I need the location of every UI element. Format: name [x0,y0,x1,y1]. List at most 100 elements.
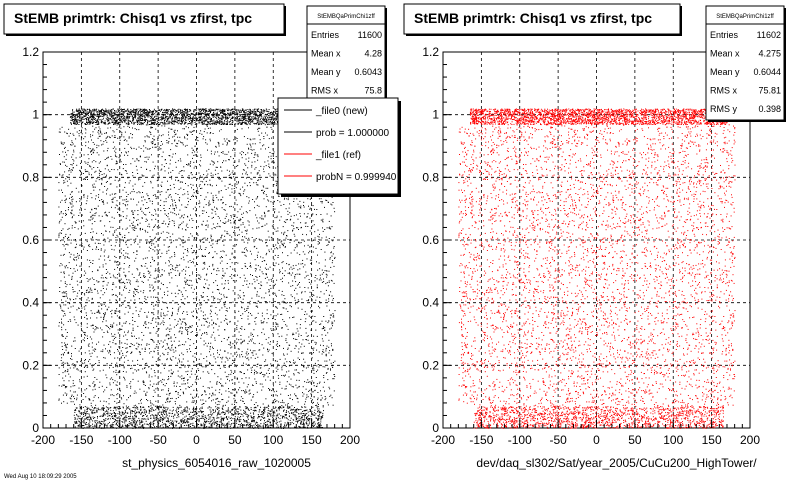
data-point [180,112,182,114]
data-point [235,262,237,263]
data-point [250,148,252,150]
data-point [210,110,212,112]
data-point [117,111,119,113]
data-point [110,426,112,428]
data-point [198,424,199,425]
data-point [171,122,173,124]
data-point [194,124,196,125]
data-point [128,117,130,119]
data-point [84,415,86,417]
data-point [164,119,165,121]
data-point [184,108,186,110]
data-point [122,418,124,420]
data-point [123,120,125,121]
data-point [243,117,245,119]
data-point [219,421,221,423]
data-point [227,116,229,118]
data-point [132,327,134,329]
data-point [95,425,97,427]
data-point [61,189,62,191]
data-point [205,120,206,122]
data-point [151,123,153,124]
data-point [278,409,280,411]
data-point [316,406,318,408]
data-point [202,116,204,118]
data-point [139,423,141,425]
data-point [244,189,246,191]
data-point [131,122,133,124]
data-point [110,111,112,113]
data-point [150,120,152,122]
data-point [209,108,211,110]
data-point [131,423,133,425]
data-point [160,119,162,121]
data-point [97,417,98,419]
data-point [182,422,184,424]
data-point [280,420,282,422]
data-point [283,402,285,404]
data-point [307,416,309,418]
data-point [209,123,211,125]
data-point [247,369,249,371]
data-point [96,408,98,410]
data-point [242,115,244,117]
data-point [121,413,123,415]
data-point [86,108,88,110]
data-point [279,406,281,408]
data-point [204,249,206,250]
data-point [140,118,142,119]
data-point [257,114,258,116]
data-point [111,394,113,396]
data-point [264,406,266,408]
data-point [267,119,269,121]
data-point [93,284,95,285]
data-point [84,411,86,413]
data-point [179,158,181,160]
data-point [157,421,158,423]
data-point [253,417,255,419]
data-point [247,422,249,424]
data-point [200,418,202,419]
data-point [121,110,123,112]
data-point [179,118,181,120]
data-point [272,116,274,118]
data-point [177,422,179,424]
data-point [124,117,126,119]
data-point [116,128,118,130]
data-point [267,426,269,428]
data-point [228,365,230,367]
data-point [253,118,255,120]
data-point [151,112,153,114]
data-point [236,356,237,358]
data-point [96,122,98,124]
data-point [208,117,210,119]
data-point [212,409,214,411]
data-point [202,241,204,243]
data-point [74,426,76,428]
data-point [224,121,226,123]
data-point [101,121,103,123]
data-point [114,380,116,382]
data-point [203,113,205,115]
data-point [308,423,310,425]
data-point [193,115,195,116]
data-point [133,292,135,294]
data-point [75,110,77,112]
data-point [130,365,132,367]
data-point [200,110,202,111]
data-point [198,426,200,428]
data-point [64,387,66,389]
data-point [191,427,193,429]
data-point [270,122,272,123]
data-point [184,421,186,423]
data-point [333,320,335,322]
data-point [103,357,105,359]
data-point [96,410,98,412]
data-point [188,201,189,203]
data-point [273,161,275,163]
data-point [272,420,274,422]
data-point [195,112,197,114]
data-point [128,424,130,426]
data-point [148,411,150,413]
data-point [163,412,165,414]
